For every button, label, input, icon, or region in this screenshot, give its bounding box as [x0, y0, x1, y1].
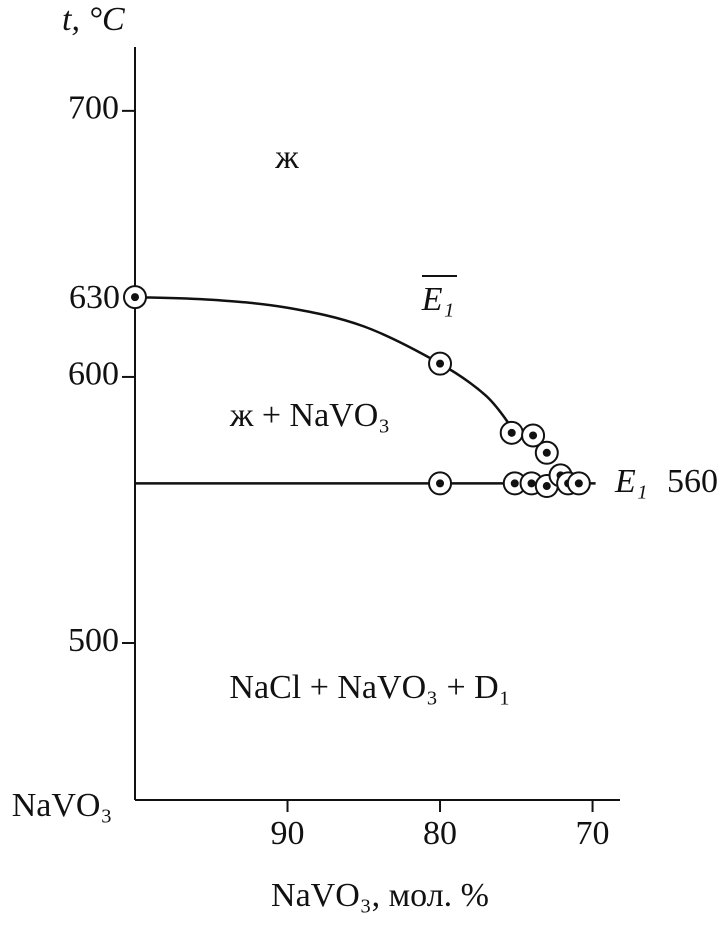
data-point: [521, 423, 546, 448]
data-point: [499, 420, 524, 445]
point-dot: [529, 431, 538, 440]
y-tick-label: 600: [68, 356, 119, 393]
y-tick-label: 700: [68, 90, 119, 127]
point-dot: [436, 479, 445, 488]
annotation: E₁: [614, 463, 648, 500]
point-dot: [436, 359, 445, 368]
point-dot: [542, 448, 551, 457]
phase-line: [134, 295, 513, 429]
origin-label: NaVO₃: [12, 787, 113, 824]
x-tick-label: 80: [423, 815, 457, 852]
x-tick-label: 70: [576, 815, 610, 852]
point-dot: [507, 428, 516, 437]
annotation: 630: [69, 279, 120, 316]
annotation: E₁: [421, 281, 455, 318]
x-axis-label: NaVO₃, мол. %: [271, 877, 489, 914]
point-dot: [527, 479, 536, 488]
annotation: 560: [667, 463, 718, 500]
annotation: ж: [274, 139, 299, 176]
annotation: NaCl + NaVO₃ + D₁: [229, 669, 510, 706]
point-dot: [131, 293, 139, 302]
x-tick-label: 90: [271, 815, 305, 852]
data-point: [428, 471, 453, 496]
annotation: ж + NaVO₃: [229, 397, 390, 434]
data-point: [123, 285, 147, 310]
point-dot: [574, 479, 583, 488]
data-point: [566, 471, 591, 496]
y-tick-label: 500: [68, 622, 119, 659]
data-point: [428, 351, 453, 376]
point-dot: [510, 479, 519, 488]
point-dot: [542, 482, 551, 491]
data-point: [534, 440, 559, 465]
y-axis-label: t, °C: [62, 1, 125, 38]
